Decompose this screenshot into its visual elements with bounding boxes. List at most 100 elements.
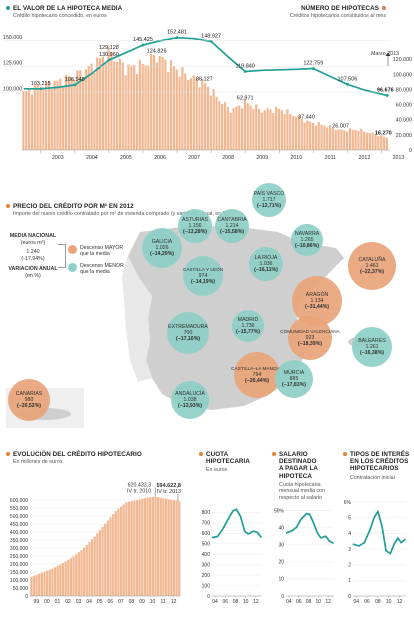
mortgage-count-bar bbox=[317, 121, 320, 150]
march-label: Marzo 2013 bbox=[371, 51, 399, 57]
mortgage-count-bar bbox=[33, 85, 36, 150]
credit-bar bbox=[80, 549, 83, 596]
mortgage-count-bar bbox=[56, 80, 59, 150]
bullet-icon bbox=[343, 452, 347, 457]
mortgage-count-bar bbox=[354, 129, 357, 150]
credit-bar bbox=[69, 558, 73, 596]
last-sub-label: IV tr. 2013 bbox=[157, 489, 181, 495]
credit-bar bbox=[96, 533, 99, 596]
mortgage-count-bar bbox=[280, 110, 283, 150]
x-tick-label: 08 bbox=[233, 599, 239, 605]
region-name: CATALUÑA bbox=[358, 256, 386, 263]
line-value-label: 103.215 bbox=[31, 81, 51, 87]
credit-bar bbox=[114, 510, 117, 596]
x-tick-label: 99 bbox=[34, 599, 40, 605]
x-tick-label: 06 bbox=[222, 599, 228, 605]
mortgage-count-bar bbox=[283, 114, 286, 150]
credit-bar bbox=[88, 542, 91, 596]
region-name: EXTREMADURA bbox=[168, 323, 208, 330]
credit-bar bbox=[167, 499, 170, 596]
mortgage-count-bar bbox=[252, 108, 255, 150]
credit-bar bbox=[122, 504, 125, 596]
region-value: 1.036 bbox=[259, 260, 273, 267]
bullet-icon bbox=[6, 452, 10, 457]
mortgage-count-bar bbox=[240, 108, 244, 150]
region-value: 980 bbox=[24, 396, 34, 403]
mortgage-count-bar bbox=[360, 128, 363, 150]
mortgage-count-bar bbox=[172, 66, 176, 150]
credit-bar bbox=[164, 498, 168, 596]
series-line bbox=[352, 510, 406, 555]
mortgage-count-bar bbox=[303, 122, 306, 150]
mortgage-count-bar bbox=[351, 129, 354, 150]
bar-value-label: 124.826 bbox=[147, 48, 167, 54]
mortgage-count-bar bbox=[144, 65, 147, 150]
mortgage-count-bar bbox=[28, 89, 31, 150]
credit-bar bbox=[154, 496, 157, 596]
mortgage-count-bar bbox=[101, 56, 105, 150]
credit-bar bbox=[141, 498, 144, 596]
credit-bar bbox=[172, 500, 176, 596]
y-tick-label: 0 bbox=[207, 594, 210, 600]
tipos-title3: HIPOTECARIOS bbox=[350, 465, 399, 473]
bar-y-tick-label: 100.000 bbox=[393, 72, 412, 78]
region-bubble: CANARIAS 980 (−20,52%) bbox=[8, 379, 50, 421]
line-point bbox=[141, 43, 145, 47]
line-y-tick-label: 100.000 bbox=[3, 87, 22, 93]
credit-bar bbox=[120, 506, 123, 596]
x-tick-label: 10 bbox=[243, 599, 249, 605]
region-value: 1.038 bbox=[183, 396, 197, 403]
salario-sub3: respecto al salario bbox=[279, 494, 322, 501]
line-value-label: 107.506 bbox=[337, 76, 357, 82]
region-bubble: EXTREMADURA 700 (−17,16%) bbox=[167, 312, 209, 354]
line-point bbox=[346, 82, 349, 86]
mortgage-count-bar bbox=[249, 105, 252, 150]
mortgage-count-bar bbox=[323, 125, 326, 150]
y-tick-label: 300.000 bbox=[10, 546, 28, 552]
mortgage-count-bar bbox=[292, 115, 295, 150]
credit-bar bbox=[64, 561, 67, 596]
mortgage-count-bar bbox=[42, 87, 45, 150]
line-value-label: 96.676 bbox=[377, 88, 394, 94]
x-tick-label: 09 bbox=[139, 599, 145, 605]
salario-title2: DESTINADO bbox=[279, 458, 317, 466]
bar-y-tick-label: 40.000 bbox=[396, 118, 412, 124]
mortgage-count-bar bbox=[320, 124, 323, 150]
region-pct: (−17,83%) bbox=[281, 382, 307, 389]
mortgage-count-bar bbox=[96, 57, 99, 150]
bar-value-label: 88.127 bbox=[196, 76, 213, 82]
bar-value-label: 26.007 bbox=[332, 123, 349, 129]
region-name: MADRID bbox=[237, 316, 259, 323]
mortgage-count-bar bbox=[277, 108, 281, 150]
series-line bbox=[285, 513, 334, 544]
region-bubble: PAÍS VASCO 1.717 (−12,71%) bbox=[252, 183, 286, 217]
region-value: 1.717 bbox=[262, 196, 276, 203]
mortgage-count-bar bbox=[150, 54, 153, 150]
line-point bbox=[243, 70, 247, 73]
salario-title4: HIPOTECA bbox=[279, 472, 312, 480]
cuota-sub: En euros bbox=[206, 467, 228, 474]
mortgage-count-bar bbox=[30, 94, 34, 150]
salario-title1: SALARIO bbox=[279, 451, 308, 458]
region-name: LA RIOJA bbox=[254, 254, 278, 261]
credit-bar bbox=[67, 559, 70, 596]
credit-bar bbox=[85, 544, 88, 596]
mortgage-count-bar bbox=[309, 121, 312, 150]
mortgage-count-bar bbox=[45, 81, 48, 150]
mortgage-count-bar bbox=[368, 133, 371, 150]
mortgage-count-bar bbox=[363, 131, 366, 150]
region-bubble: NAVARRA 1.265 (−10,86%) bbox=[291, 224, 323, 256]
x-tick-label: 06 bbox=[108, 599, 114, 605]
mortgage-count-bar bbox=[87, 65, 90, 150]
bullet-icon bbox=[382, 6, 386, 11]
region-pct: (−22,37%) bbox=[359, 269, 385, 276]
mortgage-count-bar bbox=[62, 86, 65, 150]
x-tick-label: 00 bbox=[44, 599, 50, 605]
region-name: CANTABRIA bbox=[217, 216, 247, 223]
credit-bar bbox=[35, 574, 38, 596]
mortgage-count-bar bbox=[169, 60, 173, 151]
x-tick-label: 04 bbox=[286, 599, 292, 605]
mortgage-count-bar bbox=[181, 67, 184, 150]
credit-bar bbox=[48, 569, 51, 596]
